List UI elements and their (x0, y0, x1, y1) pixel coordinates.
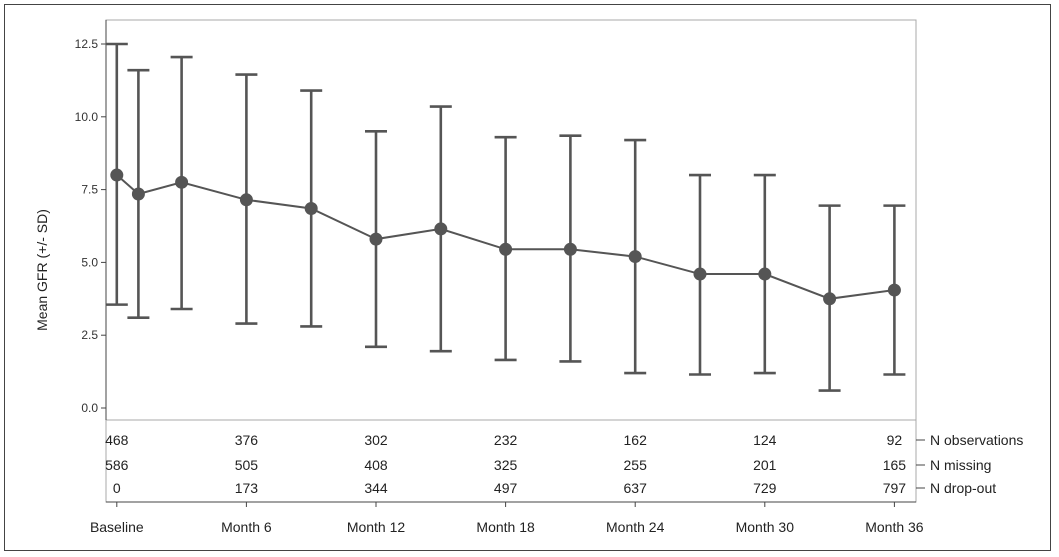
data-point (887, 283, 901, 297)
x-tick-label: Month 12 (347, 519, 406, 535)
mean-points (110, 168, 901, 306)
count-cell: 255 (624, 457, 648, 473)
x-tick-label: Baseline (90, 519, 144, 535)
data-point (175, 175, 189, 189)
count-cell: 586 (105, 457, 129, 473)
data-point (434, 222, 448, 236)
row-label: N observations (930, 432, 1023, 448)
x-tick-label: Month 18 (476, 519, 535, 535)
count-cell: 302 (364, 432, 388, 448)
y-tick-label: 10.0 (75, 110, 99, 124)
count-cell: 0 (113, 480, 121, 496)
x-tick-label: Month 36 (865, 519, 924, 535)
count-table: 468 376 302 232 162 124 92 N observations 586 505… (105, 432, 1023, 496)
row-label: N missing (930, 457, 991, 473)
figure-frame (4, 4, 1051, 551)
data-point (823, 292, 837, 306)
error-bars (105, 42, 906, 392)
data-point (110, 168, 124, 182)
count-cell: 505 (235, 457, 259, 473)
y-tick-label: 0.0 (81, 401, 98, 415)
x-tick-label: Month 24 (606, 519, 665, 535)
count-cell: 165 (883, 457, 907, 473)
y-axis-label: Mean GFR (+/- SD) (34, 209, 50, 331)
count-cell: 325 (494, 457, 518, 473)
data-point (693, 267, 707, 281)
x-tick-label: Month 30 (736, 519, 795, 535)
row-label: N drop-out (930, 480, 996, 496)
data-point (239, 193, 253, 207)
data-point (131, 187, 145, 201)
count-cell: 637 (624, 480, 648, 496)
count-cell: 232 (494, 432, 518, 448)
count-cell: 344 (364, 480, 388, 496)
count-cell: 201 (753, 457, 777, 473)
y-tick-label: 12.5 (75, 37, 99, 51)
y-tick-label: 2.5 (81, 328, 98, 342)
count-cell: 124 (753, 432, 777, 448)
count-cell: 92 (887, 432, 903, 448)
count-cell: 162 (624, 432, 648, 448)
y-tick-label: 5.0 (81, 255, 98, 269)
series-line (116, 174, 895, 300)
data-point (499, 242, 513, 256)
count-cell: 797 (883, 480, 907, 496)
data-point (628, 250, 642, 264)
count-cell: 173 (235, 480, 259, 496)
count-cell: 468 (105, 432, 129, 448)
y-ticks: 0.0 2.5 5.0 7.5 10.0 12.5 (75, 37, 106, 415)
x-ticks: Baseline Month 6 Month 12 Month 18 Month 24 M… (90, 502, 924, 535)
data-point (369, 232, 383, 246)
count-cell: 408 (364, 457, 388, 473)
data-point (304, 202, 318, 216)
mean-line (116, 174, 895, 300)
y-tick-label: 7.5 (81, 183, 98, 197)
count-cell: 729 (753, 480, 777, 496)
data-point (563, 242, 577, 256)
count-cell: 497 (494, 480, 518, 496)
data-point (758, 267, 772, 281)
x-tick-label: Month 6 (221, 519, 272, 535)
count-cell: 376 (235, 432, 259, 448)
